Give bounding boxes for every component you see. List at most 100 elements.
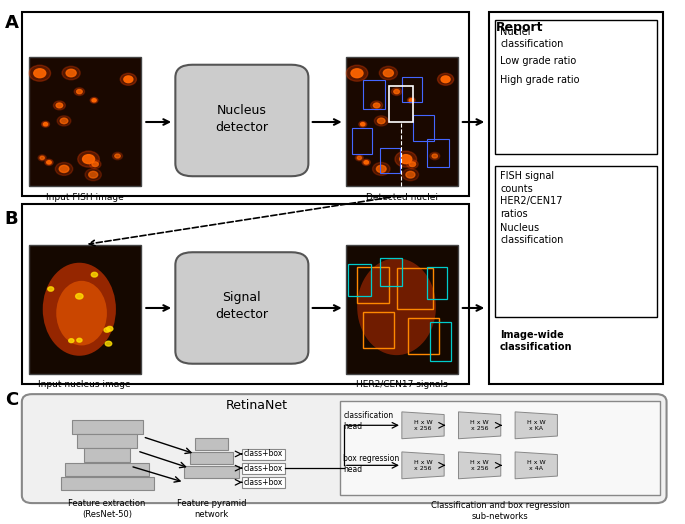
Circle shape: [77, 151, 99, 167]
Circle shape: [438, 73, 453, 85]
Circle shape: [62, 66, 80, 80]
Bar: [22, 12, 469, 196]
Text: class+box: class+box: [244, 464, 283, 473]
Circle shape: [107, 326, 113, 331]
Circle shape: [362, 159, 371, 166]
Bar: [397, 268, 433, 309]
Bar: [61, 477, 153, 490]
Bar: [427, 138, 449, 167]
Circle shape: [105, 341, 112, 346]
Bar: [84, 449, 130, 462]
Text: HER2/CEN17
ratios: HER2/CEN17 ratios: [500, 196, 562, 219]
Circle shape: [124, 76, 133, 83]
Circle shape: [88, 171, 98, 178]
Bar: [388, 85, 414, 122]
Bar: [340, 401, 660, 495]
Circle shape: [409, 162, 416, 167]
Bar: [195, 438, 228, 450]
Text: Feature extraction
(ResNet-50): Feature extraction (ResNet-50): [68, 499, 146, 519]
Bar: [242, 463, 284, 474]
Bar: [346, 57, 458, 187]
Circle shape: [60, 118, 68, 124]
Circle shape: [391, 88, 402, 95]
Circle shape: [402, 169, 419, 181]
Circle shape: [57, 116, 71, 126]
Circle shape: [356, 155, 364, 161]
Circle shape: [112, 152, 123, 160]
Circle shape: [34, 69, 46, 78]
Bar: [346, 245, 458, 374]
Bar: [408, 318, 439, 354]
Text: Report: Report: [496, 20, 543, 34]
Bar: [363, 80, 385, 109]
FancyBboxPatch shape: [175, 65, 308, 176]
Text: Classification and box regression
sub-networks: Classification and box regression sub-ne…: [431, 501, 570, 521]
Circle shape: [38, 155, 46, 161]
Bar: [414, 115, 434, 141]
Text: Input FISH image: Input FISH image: [46, 193, 123, 202]
Bar: [348, 264, 371, 297]
Text: H x W
x 4A: H x W x 4A: [527, 460, 545, 471]
Bar: [430, 322, 451, 361]
Circle shape: [90, 97, 98, 103]
Polygon shape: [402, 452, 444, 479]
Bar: [242, 449, 284, 460]
Text: Nuclei
classification: Nuclei classification: [500, 27, 564, 49]
Circle shape: [92, 162, 99, 167]
Circle shape: [77, 339, 82, 342]
Circle shape: [29, 65, 51, 81]
Bar: [22, 204, 469, 384]
Text: Nucleus
detector: Nucleus detector: [215, 104, 268, 134]
Circle shape: [66, 69, 76, 77]
Circle shape: [359, 121, 366, 127]
Text: H x W
x 256: H x W x 256: [471, 460, 489, 471]
Ellipse shape: [56, 281, 107, 345]
Bar: [379, 258, 402, 286]
Bar: [77, 434, 137, 448]
Text: Input nucleus image: Input nucleus image: [38, 380, 131, 389]
Text: Detected nuclei: Detected nuclei: [366, 193, 438, 202]
FancyBboxPatch shape: [22, 394, 667, 503]
Text: H x W
x KA: H x W x KA: [527, 420, 545, 431]
Circle shape: [104, 328, 110, 332]
Bar: [427, 267, 447, 299]
Text: C: C: [5, 390, 18, 409]
Circle shape: [55, 162, 73, 176]
Circle shape: [89, 160, 101, 169]
Circle shape: [40, 156, 45, 159]
Circle shape: [373, 162, 390, 176]
Circle shape: [441, 76, 450, 83]
Bar: [242, 477, 284, 488]
Circle shape: [83, 155, 95, 163]
Circle shape: [429, 152, 440, 160]
Circle shape: [395, 151, 416, 167]
Circle shape: [373, 103, 380, 108]
Circle shape: [92, 99, 96, 102]
Circle shape: [406, 171, 415, 178]
Bar: [495, 20, 657, 155]
Bar: [379, 148, 400, 173]
Polygon shape: [458, 412, 501, 439]
Circle shape: [91, 272, 97, 277]
Text: box regression
head: box regression head: [343, 454, 399, 474]
Bar: [65, 463, 149, 476]
Circle shape: [346, 65, 368, 81]
Bar: [184, 466, 239, 478]
Circle shape: [85, 169, 101, 181]
Circle shape: [351, 69, 363, 78]
Circle shape: [394, 90, 399, 94]
Circle shape: [121, 73, 136, 85]
Text: High grade ratio: High grade ratio: [500, 75, 580, 85]
Text: B: B: [5, 210, 18, 228]
Ellipse shape: [42, 263, 116, 356]
Text: H x W
x 256: H x W x 256: [414, 460, 432, 471]
Polygon shape: [515, 452, 558, 479]
Circle shape: [48, 287, 53, 291]
Polygon shape: [515, 412, 558, 439]
Circle shape: [364, 161, 369, 164]
Circle shape: [68, 339, 74, 343]
Bar: [357, 267, 388, 303]
Ellipse shape: [357, 258, 436, 355]
Text: A: A: [5, 14, 18, 32]
Text: Image-wide
classification: Image-wide classification: [500, 330, 573, 352]
